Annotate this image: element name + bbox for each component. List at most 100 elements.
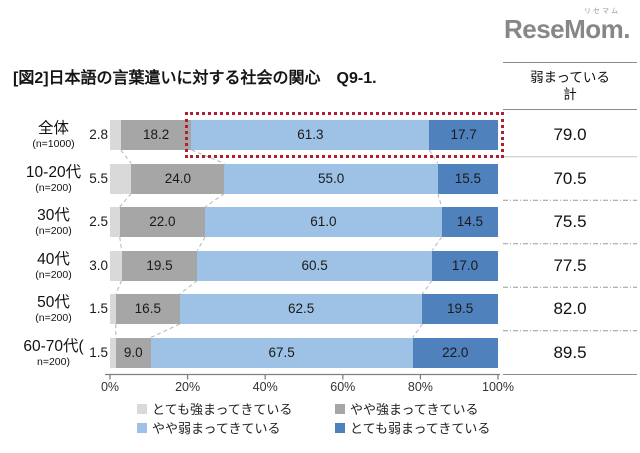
- bar-segment: [110, 294, 116, 324]
- category-name: 全体: [37, 120, 69, 137]
- segment-value-label: 19.5: [447, 301, 474, 316]
- bar-segment: [119, 207, 206, 237]
- segment-value-label: 62.5: [287, 301, 315, 316]
- bar-segment: [121, 250, 198, 281]
- segment-value-label: 61.0: [310, 214, 337, 229]
- segment-value-label: 16.5: [134, 301, 161, 316]
- bar-segment: [110, 207, 120, 237]
- segment-value-label: 2.8: [89, 127, 108, 142]
- legend-swatch: [335, 422, 345, 433]
- segment-value-label: 55.0: [318, 170, 345, 186]
- bar-segment: [197, 250, 433, 281]
- series-connector-line: [119, 236, 123, 251]
- bar-row: [110, 163, 498, 194]
- segment-value-label: 17.0: [451, 257, 479, 273]
- legend-label: やや弱まってきている: [152, 421, 281, 436]
- total-value: 75.5: [553, 212, 587, 231]
- bar-row: [110, 120, 498, 150]
- legend-item: やや弱まってきている: [137, 418, 280, 437]
- series-connector-line: [431, 236, 443, 251]
- series-connector-line: [204, 193, 225, 208]
- weakening-total-header-line2: 計: [563, 87, 577, 102]
- x-axis-tick-label: 20%: [175, 380, 201, 394]
- segment-value-label: 1.5: [89, 344, 108, 360]
- weakening-total-header-line1: 弱まっている: [530, 70, 610, 85]
- category-label: 10-20代 (n=200): [0, 163, 107, 195]
- total-value: 79.0: [553, 125, 587, 144]
- category-sample-size: n=200): [37, 355, 70, 368]
- total-value: 70.5: [553, 168, 587, 188]
- category-sample-size: (n=200): [35, 268, 72, 281]
- category-name: 60-70代(: [23, 337, 84, 355]
- bar-segment: [205, 207, 442, 237]
- x-axis-tick-label: 100%: [482, 380, 514, 394]
- bar-segment: [437, 163, 498, 194]
- category-label: 60-70代(n=200): [0, 337, 107, 369]
- category-label: 全体 (n=1000): [0, 119, 107, 151]
- category-name: 40代: [37, 250, 70, 268]
- category-name: 50代: [37, 294, 70, 311]
- x-axis-tick-label: 80%: [407, 380, 433, 394]
- bar-segment: [110, 250, 122, 281]
- bar-segment: [131, 163, 225, 194]
- legend-label: とても強まってきている: [152, 402, 293, 417]
- bar-segment: [429, 120, 498, 150]
- series-connector-line: [150, 323, 181, 338]
- bar-segment: [115, 337, 151, 368]
- category-sample-size: (n=200): [35, 225, 72, 237]
- bar-segment: [120, 120, 192, 150]
- category-sample-size: (n=1000): [32, 138, 75, 150]
- category-label: 50代 (n=200): [0, 293, 107, 325]
- category-label: 40代 (n=200): [0, 250, 107, 282]
- bar-segment: [432, 250, 498, 281]
- bar-row: [110, 294, 498, 324]
- x-axis-tick-label: 0%: [100, 380, 120, 394]
- bar-segment: [441, 207, 498, 237]
- segment-value-label: 15.5: [454, 170, 482, 186]
- segment-value-label: 5.5: [89, 170, 108, 186]
- bar-segment: [150, 337, 413, 368]
- legend-item: やや強まってきている: [335, 399, 478, 418]
- series-connector-line: [421, 280, 433, 295]
- category-label: 30代 (n=200): [0, 206, 107, 238]
- segment-value-label: 14.5: [456, 214, 483, 229]
- legend-swatch: [335, 403, 345, 414]
- bar-segment: [110, 120, 121, 150]
- legend-label: とても弱まってきている: [350, 421, 491, 436]
- bar-segment: [191, 120, 430, 150]
- logo-ruby-text: リセマム: [584, 8, 620, 15]
- segment-value-label: 22.0: [442, 344, 469, 360]
- segment-value-label: 18.2: [143, 127, 170, 142]
- bar-segment: [179, 294, 423, 324]
- x-axis-tick-label: 40%: [252, 380, 278, 394]
- series-connector-line: [412, 323, 423, 338]
- series-connector-line: [437, 193, 443, 208]
- legend-swatch: [137, 403, 147, 414]
- legend-swatch: [137, 422, 147, 433]
- category-name: 10-20代: [25, 163, 82, 181]
- segment-value-label: 24.0: [164, 170, 192, 186]
- series-connector-line: [115, 280, 123, 295]
- segment-value-label: 19.5: [146, 257, 173, 273]
- series-connector-line: [120, 149, 132, 164]
- segment-value-label: 2.5: [89, 214, 108, 229]
- segment-value-label: 3.0: [89, 257, 108, 273]
- segment-value-label: 17.7: [450, 127, 477, 142]
- category-name: 30代: [37, 207, 70, 224]
- chart-title: [図2]日本語の言葉遣いに対する社会の関心 Q9-1.: [13, 70, 377, 87]
- bar-row: [110, 337, 498, 368]
- bar-segment: [115, 294, 180, 324]
- weakening-total-header: 弱まっている 計: [503, 62, 637, 110]
- bar-row: [110, 250, 498, 281]
- category-sample-size: (n=200): [35, 181, 72, 194]
- logo-text: ReseMom.: [503, 14, 631, 44]
- segment-value-label: 22.0: [149, 214, 176, 229]
- segment-value-label: 60.5: [301, 257, 328, 273]
- series-connector-line: [196, 236, 206, 251]
- segment-value-label: 9.0: [123, 344, 143, 360]
- bar-segment: [412, 337, 498, 368]
- bar-row: [110, 207, 498, 237]
- x-axis-tick-label: 60%: [330, 380, 356, 394]
- total-value: 89.5: [553, 342, 587, 362]
